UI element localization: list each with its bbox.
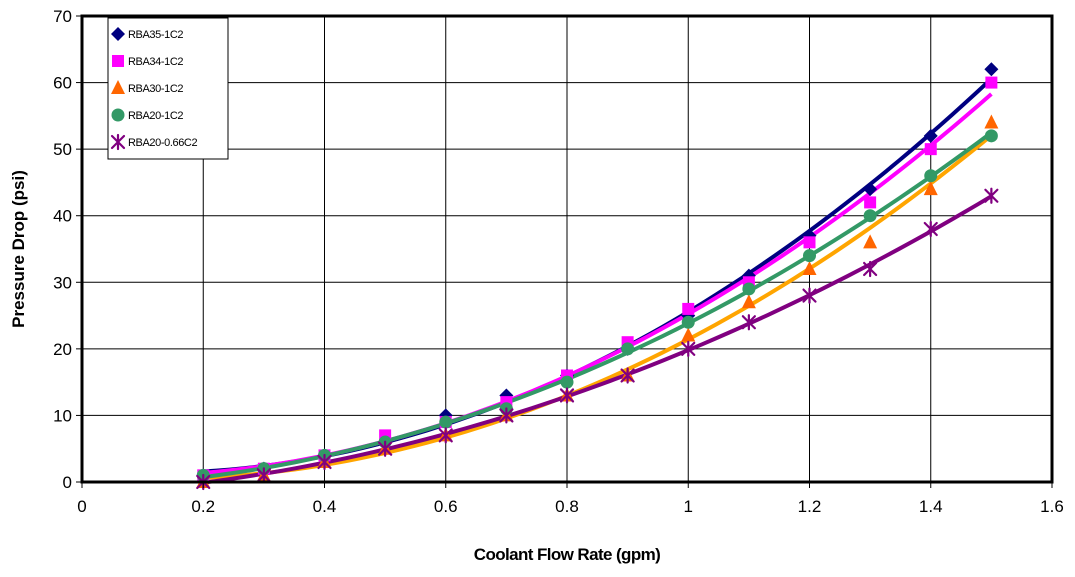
y-tick-label: 60	[53, 74, 72, 93]
data-point-circle	[439, 415, 453, 429]
data-point-asterisk	[620, 367, 635, 384]
data-point-triangle	[863, 234, 878, 249]
data-point-asterisk	[110, 133, 126, 151]
data-point-asterisk	[499, 407, 514, 424]
data-point-triangle	[111, 80, 125, 94]
data-point-square	[682, 302, 695, 315]
series-points-4	[196, 187, 999, 491]
data-point-asterisk	[438, 427, 453, 444]
data-point-diamond	[923, 128, 938, 143]
trendline-series-4	[202, 194, 993, 485]
data-point-circle	[681, 315, 695, 329]
data-point-asterisk	[923, 220, 938, 238]
data-point-asterisk	[378, 440, 393, 457]
data-point-diamond	[111, 27, 125, 41]
data-point-square	[985, 76, 998, 89]
data-point-circle	[984, 129, 998, 143]
data-point-square	[924, 143, 937, 156]
y-tick-label: 30	[53, 273, 72, 292]
legend: RBA35-1C2 RBA34-1C2 RBA30-1C2 RBA20-1C2 RBA2…	[107, 17, 229, 160]
legend-entry-label: RBA30-1C2	[128, 83, 183, 95]
y-tick-label: 20	[53, 340, 72, 359]
data-point-triangle	[802, 260, 817, 275]
legend-entry-label: RBA35-1C2	[128, 29, 183, 41]
x-tick-label: 1.6	[1040, 497, 1064, 516]
x-tick-label: 1.2	[798, 497, 822, 516]
data-point-square	[112, 55, 124, 67]
data-point-asterisk	[863, 260, 878, 278]
data-point-asterisk	[256, 467, 271, 484]
data-point-square	[803, 236, 816, 249]
data-point-triangle	[741, 294, 756, 309]
data-point-circle	[863, 209, 877, 223]
y-axis-title: Pressure Drop (psi)	[9, 170, 28, 328]
data-point-asterisk	[317, 453, 332, 471]
x-tick-label: 0	[77, 497, 86, 516]
x-tick-label: 0.6	[434, 497, 458, 516]
x-tick-label: 1	[684, 497, 693, 516]
legend-entry-label: RBA20-1C2	[128, 110, 183, 122]
y-tick-label: 70	[53, 7, 72, 26]
data-point-circle	[560, 375, 574, 389]
y-tick-label: 40	[53, 207, 72, 226]
y-axis-ticks: 0 10 20 30 40 50 60 70	[53, 7, 82, 492]
y-tick-label: 50	[53, 140, 72, 159]
data-point-triangle	[984, 114, 999, 129]
y-tick-label: 0	[63, 473, 72, 492]
legend-entry-label: RBA20-0.66C2	[128, 137, 197, 149]
data-point-asterisk	[802, 287, 817, 304]
x-axis-title: Coolant Flow Rate (gpm)	[474, 545, 660, 564]
legend-entry-label: RBA34-1C2	[128, 56, 183, 68]
trendline-series-3	[202, 131, 993, 480]
data-point-asterisk	[681, 340, 696, 357]
data-point-circle	[621, 342, 635, 356]
y-tick-label: 10	[53, 406, 72, 425]
data-point-asterisk	[559, 387, 575, 404]
data-points	[196, 62, 999, 491]
x-axis-ticks: 0 0.2 0.4 0.6 0.8 1 1.2 1.4 1.6	[77, 482, 1064, 516]
legend-box	[107, 17, 229, 160]
data-point-circle	[742, 282, 756, 296]
data-point-diamond	[863, 182, 878, 197]
data-point-circle	[924, 169, 938, 183]
x-tick-label: 0.2	[191, 497, 215, 516]
data-point-diamond	[984, 62, 999, 77]
data-point-circle	[111, 108, 125, 122]
trendlines	[202, 77, 993, 485]
x-tick-label: 1.4	[919, 497, 943, 516]
x-tick-label: 0.8	[555, 497, 579, 516]
data-point-square	[864, 196, 877, 209]
data-point-triangle	[923, 181, 938, 196]
data-point-asterisk	[984, 187, 999, 204]
data-point-circle	[803, 249, 816, 263]
data-point-asterisk	[741, 314, 756, 331]
trendline-series-2	[203, 133, 993, 480]
x-tick-label: 0.4	[313, 497, 337, 516]
data-point-triangle	[681, 327, 696, 342]
